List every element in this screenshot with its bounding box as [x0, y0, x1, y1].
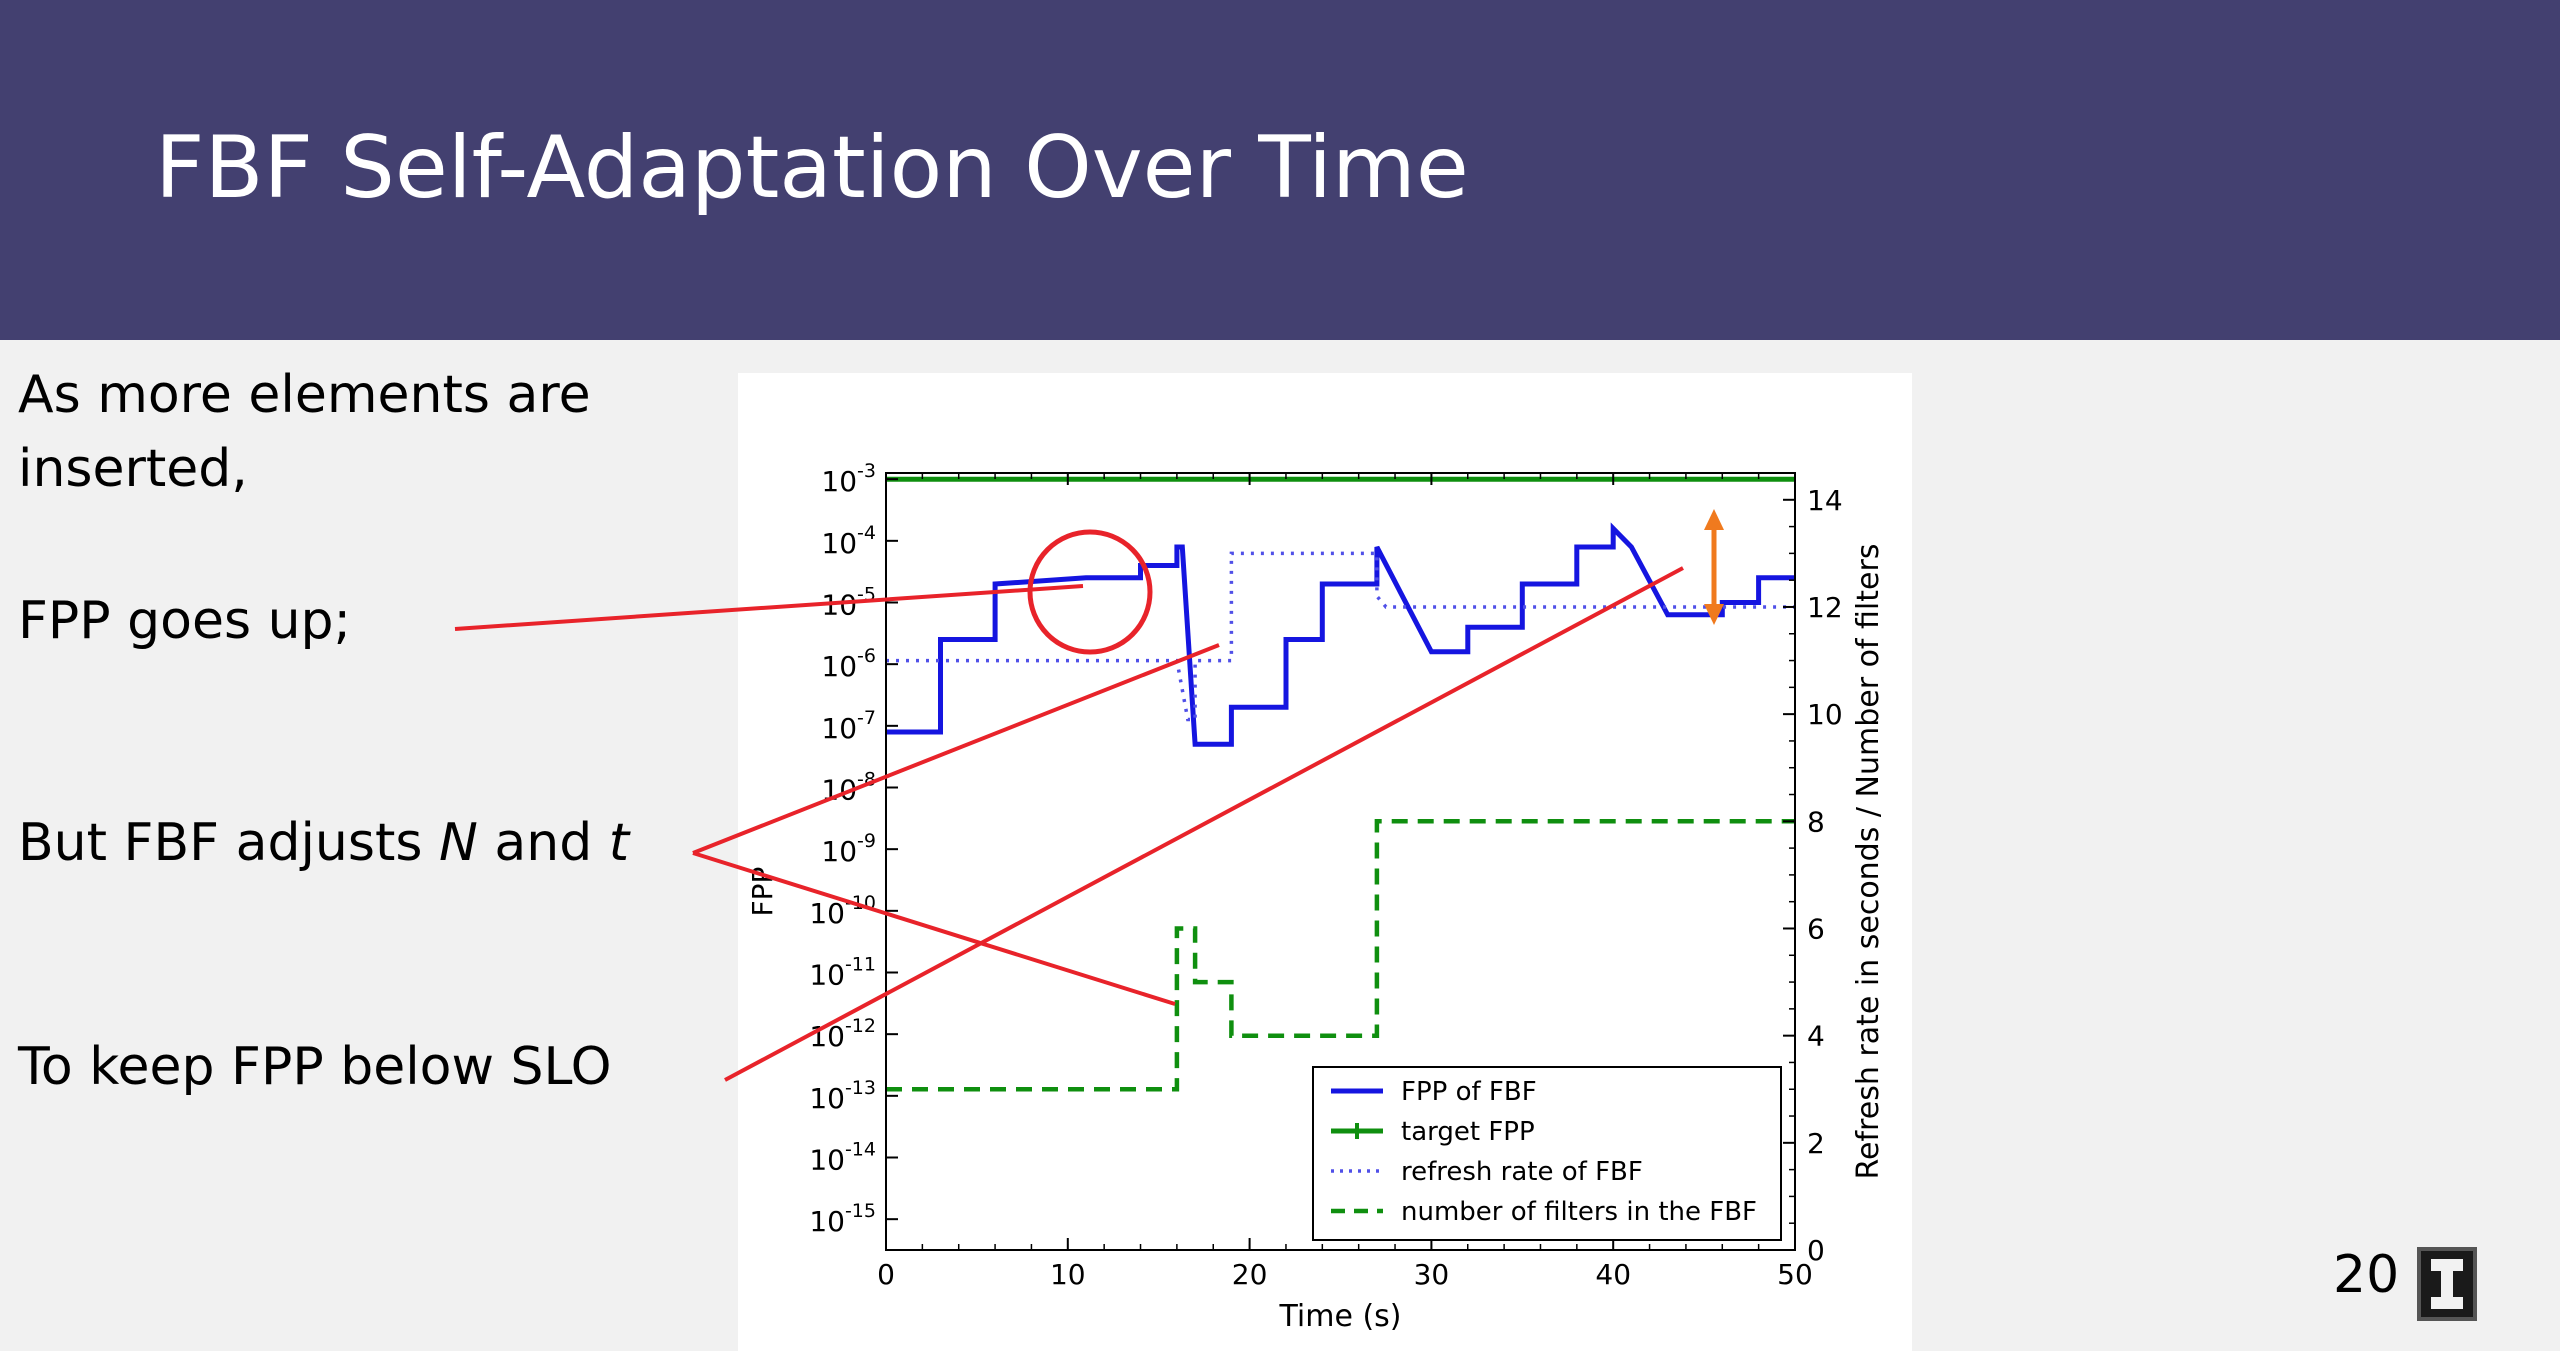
bullet-3-mid: and: [477, 813, 609, 873]
chart-panel: 0 10 20 30 40 50 10-3 10-4 10-5 10-6 10-7 10-8 10-9 1…: [738, 373, 1912, 1351]
x-tick-label-3: 30: [1414, 1258, 1450, 1291]
y-tick-label-9: 10-12: [809, 1015, 876, 1053]
x-axis-label: Time (s): [1279, 1299, 1402, 1334]
slide-title: FBF Self-Adaptation Over Time: [155, 118, 1469, 218]
slide-header: FBF Self-Adaptation Over Time: [0, 0, 2560, 340]
y-tick-label-7: 10-10: [809, 892, 876, 930]
y2-tick-label-7: 14: [1807, 484, 1843, 517]
x-tick-label-4: 40: [1595, 1258, 1631, 1291]
y-tick-label-0: 10-3: [821, 460, 876, 498]
y2-axis-label: Refresh rate in seconds / Number of filt…: [1851, 544, 1886, 1180]
fpp-chart: 0 10 20 30 40 5010-310-410-510-610-710-810-91…: [746, 460, 1886, 1334]
y2-tick-label-5: 10: [1807, 698, 1843, 731]
y-tick-label-11: 10-14: [809, 1139, 876, 1177]
legend-box: [1312, 1066, 1782, 1241]
y-tick-label-8: 10-11: [809, 954, 876, 992]
legend-label-3: number of filters in the FBF: [1401, 1197, 1757, 1227]
legend-label-1: target FPP: [1401, 1117, 1535, 1147]
page-number: 20: [2333, 1245, 2400, 1305]
y-tick-label-12: 10-15: [809, 1200, 876, 1238]
y-tick-label-5: 10-8: [821, 769, 876, 807]
y-tick-label-2: 10-5: [821, 584, 876, 622]
y2-tick-label-4: 8: [1807, 805, 1825, 838]
y2-tick-label-6: 12: [1807, 591, 1843, 624]
bullet-text-1-line-1: As more elements are: [18, 365, 591, 425]
bullet-text-1-line-2: inserted,: [18, 439, 248, 499]
y-tick-label-10: 10-13: [809, 1077, 876, 1115]
y2-tick-label-1: 2: [1807, 1127, 1825, 1160]
bullet-3-t: t: [608, 813, 630, 873]
block-i-icon: [2431, 1259, 2463, 1309]
y-axis-label: FPP: [746, 867, 779, 917]
bullet-3-n: N: [438, 813, 478, 873]
y2-tick-label-2: 4: [1807, 1020, 1825, 1053]
series-line-0: [886, 522, 1795, 747]
y2-tick-label-3: 6: [1807, 912, 1825, 945]
y-tick-label-3: 10-6: [821, 645, 876, 683]
university-logo-icon: [2417, 1247, 2477, 1321]
x-tick-label-5: 50: [1777, 1258, 1813, 1291]
bullet-3-prefix: But FBF adjusts: [18, 813, 439, 873]
y-tick-label-6: 10-9: [821, 830, 876, 868]
y-tick-label-4: 10-7: [821, 707, 876, 745]
bullet-text-4: To keep FPP below SLO: [18, 1037, 612, 1097]
series-line-2: [886, 551, 1795, 722]
legend-label-0: FPP of FBF: [1401, 1077, 1537, 1107]
series-line-3: [886, 819, 1795, 1092]
x-tick-label-0: 0: [877, 1258, 895, 1291]
x-tick-label-1: 10: [1050, 1258, 1086, 1291]
legend-label-2: refresh rate of FBF: [1401, 1157, 1643, 1187]
x-tick-label-2: 20: [1232, 1258, 1268, 1291]
bullet-text-3: But FBF adjusts N and t: [18, 806, 629, 880]
y2-tick-label-0: 0: [1807, 1234, 1825, 1267]
y-tick-label-1: 10-4: [821, 522, 876, 560]
bullet-text-2: FPP goes up;: [18, 591, 352, 651]
